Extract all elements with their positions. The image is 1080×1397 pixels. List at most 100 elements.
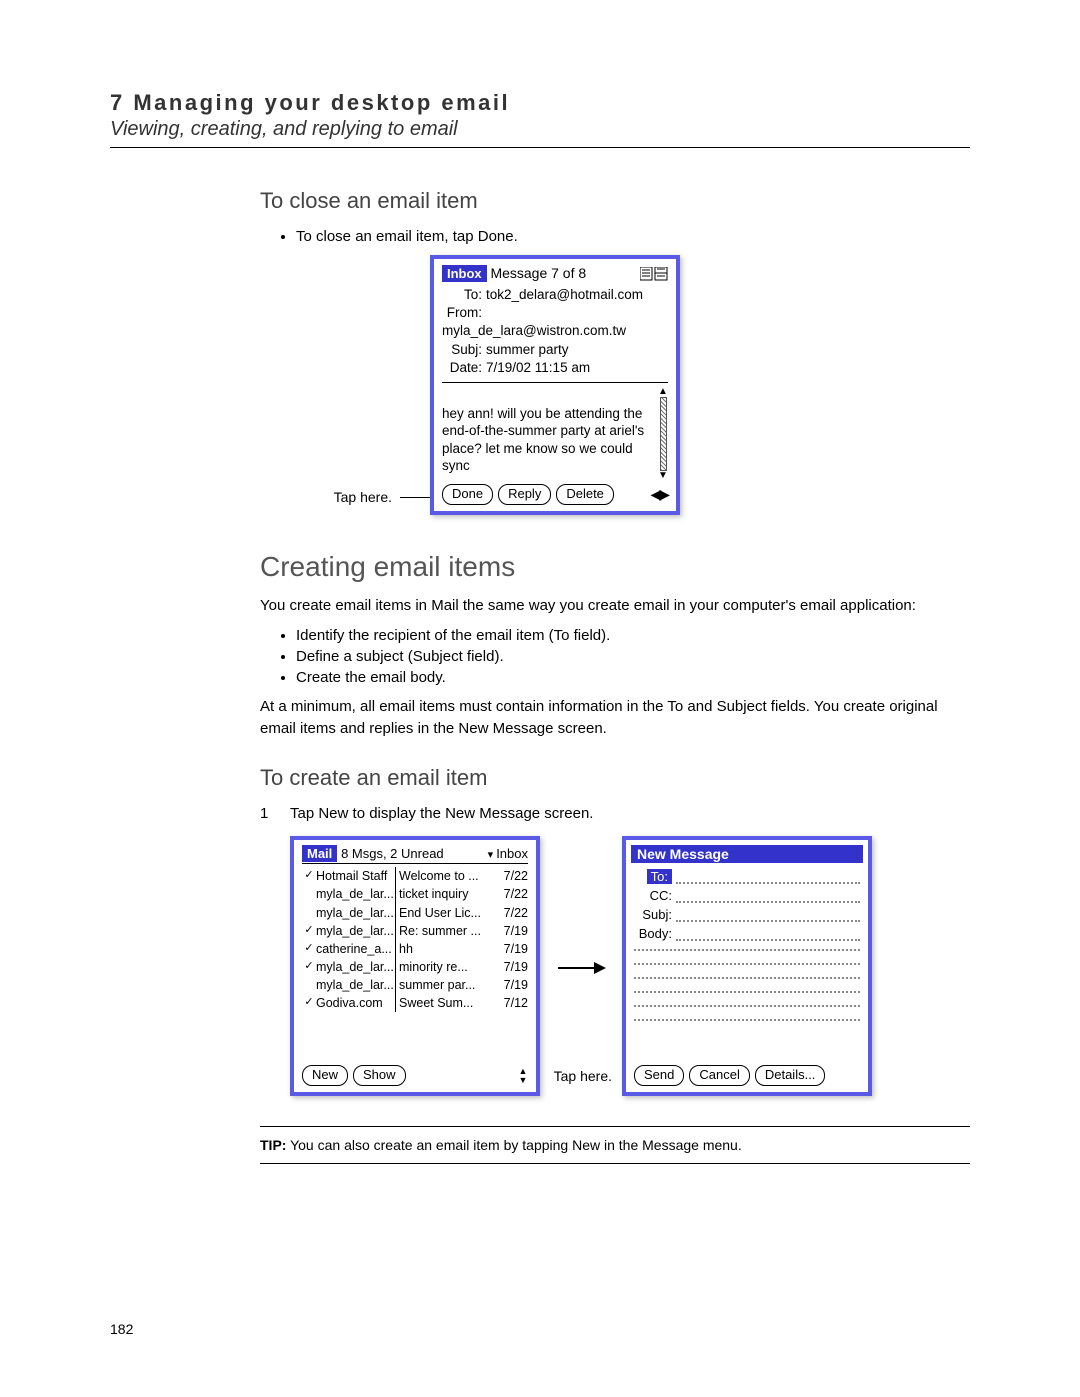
- step-number: 1: [260, 805, 290, 822]
- row-date: 7/22: [494, 867, 528, 885]
- mail-row[interactable]: myla_de_lar...summer par...7/19: [302, 976, 528, 994]
- message-body: hey ann! will you be attending the end-o…: [442, 387, 655, 481]
- subj-label: Subj:: [442, 341, 486, 359]
- close-bullets: To close an email item, tap Done.: [296, 228, 970, 245]
- creating-intro: You create email items in Mail the same …: [260, 595, 970, 617]
- row-subject: summer par...: [396, 976, 494, 994]
- step-1: 1 Tap New to display the New Message scr…: [260, 805, 970, 822]
- scrollbar[interactable]: ▲ ▼: [658, 387, 668, 481]
- row-subject: minority re...: [396, 958, 494, 976]
- close-figure: Tap here. Inbox Message 7 of 8 To:tok2_d…: [260, 255, 970, 515]
- mail-row[interactable]: ✓Godiva.comSweet Sum...7/12: [302, 994, 528, 1012]
- check-icon: ✓: [302, 923, 316, 939]
- row-date: 7/22: [494, 885, 528, 903]
- new-button[interactable]: New: [302, 1065, 348, 1086]
- bullet-1: Identify the recipient of the email item…: [296, 627, 970, 644]
- creating-heading: Creating email items: [260, 551, 970, 583]
- tap-here-callout: Tap here.: [260, 489, 400, 515]
- new-message-fields: To: CC: Subj: Body:: [634, 869, 860, 945]
- header-icons[interactable]: [640, 265, 668, 280]
- mail-row[interactable]: myla_de_lar...End User Lic...7/22: [302, 904, 528, 922]
- create-step-heading: To create an email item: [260, 765, 970, 791]
- send-button[interactable]: Send: [634, 1065, 684, 1086]
- page-number: 182: [110, 1321, 133, 1337]
- check-icon: ✓: [302, 941, 316, 957]
- message-buttons: Done Reply Delete ◀▶: [442, 481, 668, 505]
- mail-list-buttons: New Show ▲ ▼: [302, 1062, 528, 1086]
- scroll-down-icon[interactable]: ▼: [519, 1076, 528, 1085]
- cancel-button[interactable]: Cancel: [689, 1065, 749, 1086]
- arrow-icon: [540, 958, 622, 978]
- mail-row[interactable]: ✓Hotmail StaffWelcome to ...7/22: [302, 867, 528, 885]
- row-date: 7/19: [494, 958, 528, 976]
- mail-list-titlebar: Mail 8 Msgs, 2 Unread Inbox: [302, 846, 528, 864]
- scroll-up-icon[interactable]: ▲: [658, 387, 668, 397]
- row-date: 7/19: [494, 922, 528, 940]
- row-subject: Welcome to ...: [396, 867, 494, 885]
- folder-dropdown[interactable]: Inbox: [488, 846, 528, 861]
- bullet-3: Create the email body.: [296, 669, 970, 686]
- subj-input[interactable]: [676, 908, 860, 922]
- chapter-header: 7 Managing your desktop email Viewing, c…: [110, 90, 970, 148]
- inbox-tag[interactable]: Inbox: [442, 265, 487, 282]
- row-date: 7/22: [494, 904, 528, 922]
- scroll-down-icon[interactable]: ▼: [658, 471, 668, 481]
- row-from: myla_de_lar...: [316, 922, 396, 940]
- prev-next-icon[interactable]: ◀▶: [650, 486, 668, 503]
- mail-status: 8 Msgs, 2 Unread: [341, 846, 444, 861]
- message-header: To:tok2_delara@hotmail.com From:myla_de_…: [442, 283, 668, 383]
- row-from: myla_de_lar...: [316, 885, 396, 903]
- close-heading: To close an email item: [260, 188, 970, 214]
- chapter-title: 7 Managing your desktop email: [110, 90, 970, 116]
- to-field-label[interactable]: To:: [647, 869, 672, 884]
- body-input[interactable]: [676, 927, 860, 941]
- tip-box: TIP: You can also create an email item b…: [260, 1126, 970, 1164]
- done-button[interactable]: Done: [442, 484, 493, 505]
- list-scroll[interactable]: ▲ ▼: [518, 1067, 528, 1085]
- check-icon: ✓: [302, 995, 316, 1011]
- mail-row[interactable]: ✓myla_de_lar...minority re...7/19: [302, 958, 528, 976]
- inbox-titlebar: Inbox Message 7 of 8: [442, 265, 668, 281]
- tip-label: TIP:: [260, 1137, 286, 1153]
- callout-line: [400, 497, 430, 498]
- row-subject: ticket inquiry: [396, 885, 494, 903]
- subj-field-label: Subj:: [634, 907, 676, 922]
- mail-row[interactable]: ✓catherine_a...hh7/19: [302, 940, 528, 958]
- to-label: To:: [442, 286, 486, 304]
- row-date: 7/19: [494, 940, 528, 958]
- new-message-screen: New Message To: CC: Subj: Body: Send Can…: [622, 836, 872, 1096]
- details-button[interactable]: Details...: [755, 1065, 826, 1086]
- reply-button[interactable]: Reply: [498, 484, 551, 505]
- body-field-label: Body:: [634, 926, 676, 941]
- row-subject: Sweet Sum...: [396, 994, 494, 1012]
- show-button[interactable]: Show: [353, 1065, 406, 1086]
- mail-row[interactable]: myla_de_lar...ticket inquiry7/22: [302, 885, 528, 903]
- scroll-track[interactable]: [660, 397, 667, 471]
- delete-button[interactable]: Delete: [556, 484, 614, 505]
- cc-input[interactable]: [676, 889, 860, 903]
- creating-section: Creating email items You create email it…: [260, 551, 970, 1164]
- row-from: catherine_a...: [316, 940, 396, 958]
- close-section: To close an email item To close an email…: [260, 188, 970, 515]
- row-from: Godiva.com: [316, 994, 396, 1012]
- body-lines[interactable]: [634, 945, 860, 1062]
- mail-row[interactable]: ✓myla_de_lar...Re: summer ...7/19: [302, 922, 528, 940]
- bullet-2: Define a subject (Subject field).: [296, 648, 970, 665]
- mail-tag[interactable]: Mail: [302, 845, 337, 862]
- creating-bullets: Identify the recipient of the email item…: [296, 627, 970, 686]
- cc-field-label: CC:: [634, 888, 676, 903]
- row-from: myla_de_lar...: [316, 976, 396, 994]
- row-subject: hh: [396, 940, 494, 958]
- row-date: 7/19: [494, 976, 528, 994]
- row-subject: Re: summer ...: [396, 922, 494, 940]
- to-input[interactable]: [676, 870, 860, 884]
- row-from: myla_de_lar...: [316, 958, 396, 976]
- date-label: Date:: [442, 359, 486, 377]
- tip-text: You can also create an email item by tap…: [290, 1137, 742, 1153]
- mail-list-screen: Mail 8 Msgs, 2 Unread Inbox ✓Hotmail Sta…: [290, 836, 540, 1096]
- subj-value: summer party: [486, 342, 569, 357]
- row-from: myla_de_lar...: [316, 904, 396, 922]
- row-date: 7/12: [494, 994, 528, 1012]
- inbox-message-screen: Inbox Message 7 of 8 To:tok2_delara@hotm…: [430, 255, 680, 515]
- close-bullet: To close an email item, tap Done.: [296, 228, 970, 245]
